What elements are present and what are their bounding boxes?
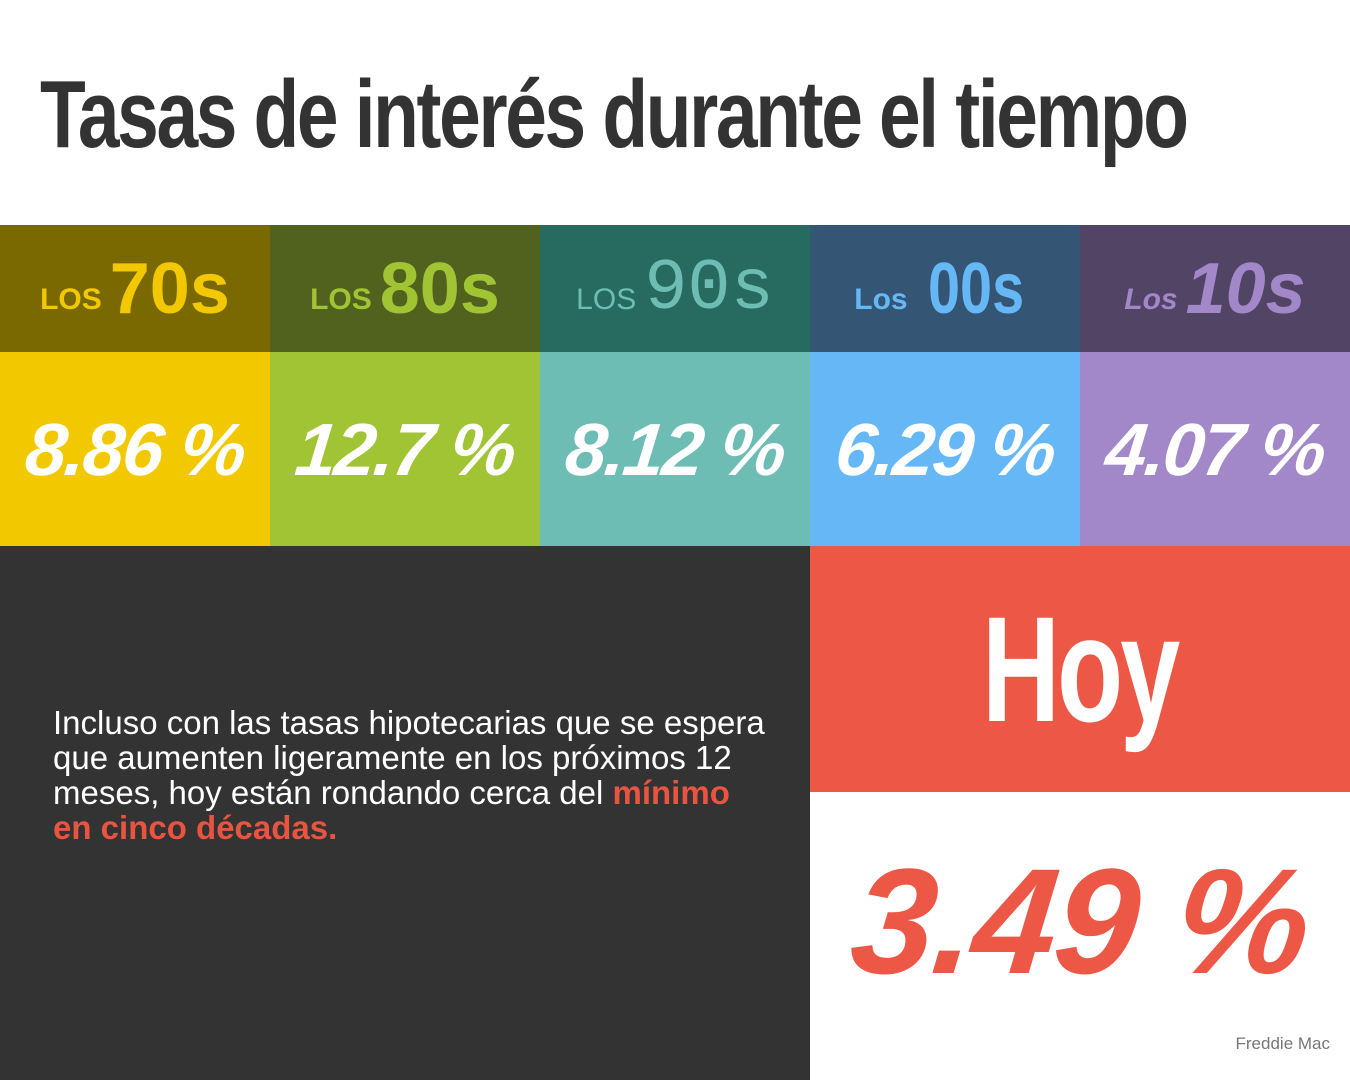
- decade-label: 70s: [109, 248, 230, 329]
- decade-rate: 12.7 %: [291, 407, 519, 491]
- decade-label: 90s: [644, 247, 774, 330]
- page-title: Tasas de interés durante el tiempo: [40, 61, 1189, 168]
- decade-rate: 8.86 %: [21, 407, 249, 491]
- decade-rate-cell: 4.07 %: [1080, 352, 1350, 546]
- decade-rate: 6.29 %: [831, 407, 1059, 491]
- decade-10s: Los 10s 4.07 %: [1080, 225, 1350, 546]
- decade-header: LOS 80s: [270, 225, 540, 352]
- decade-header: LOS 70s: [0, 225, 270, 352]
- decade-prefix: LOS: [40, 282, 102, 316]
- today-header: Hoy: [810, 546, 1350, 792]
- decade-rate: 8.12 %: [561, 407, 789, 491]
- decade-label: 00s: [927, 248, 1024, 329]
- decade-prefix: LOS: [576, 282, 637, 316]
- decade-header: Los 00s: [810, 225, 1080, 352]
- description-text: Incluso con las tasas hipotecarias que s…: [53, 705, 773, 845]
- today-label: Hoy: [982, 585, 1180, 753]
- decade-00s: Los 00s 6.29 %: [810, 225, 1080, 546]
- decade-rate-cell: 12.7 %: [270, 352, 540, 546]
- decade-header: LOS 90s: [540, 225, 810, 352]
- description-highlight: mínimo en cinco décadas.: [53, 774, 730, 846]
- decade-rate-cell: 8.12 %: [540, 352, 810, 546]
- decade-80s: LOS 80s 12.7 %: [270, 225, 540, 546]
- decade-rate: 4.07 %: [1101, 407, 1329, 491]
- decade-label: 10s: [1185, 248, 1306, 329]
- decade-70s: LOS 70s 8.86 %: [0, 225, 270, 546]
- decade-prefix: Los: [1124, 282, 1178, 316]
- today-rate: 3.49 %: [843, 836, 1317, 1005]
- source-credit: Freddie Mac: [1235, 1034, 1330, 1053]
- description-panel: [0, 546, 810, 1080]
- description-body: Incluso con las tasas hipotecarias que s…: [53, 704, 765, 811]
- decade-label: 80s: [379, 248, 500, 329]
- decade-rate-cell: 8.86 %: [0, 352, 270, 546]
- decade-prefix: LOS: [310, 282, 372, 316]
- decade-rate-cell: 6.29 %: [810, 352, 1080, 546]
- decade-header: Los 10s: [1080, 225, 1350, 352]
- decade-prefix: Los: [854, 282, 908, 316]
- decade-90s: LOS 90s 8.12 %: [540, 225, 810, 546]
